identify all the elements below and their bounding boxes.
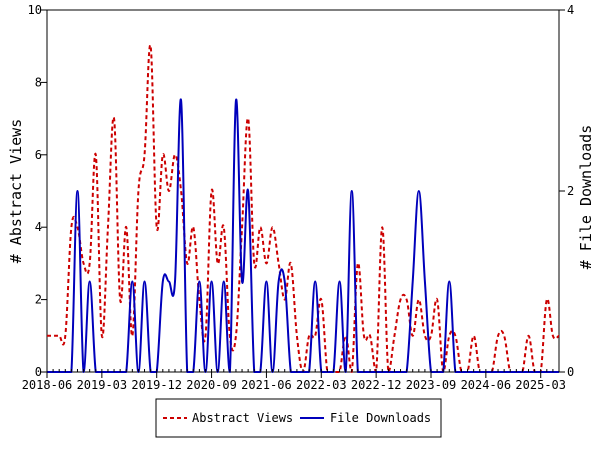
- legend-label-abstract-views: Abstract Views: [192, 411, 293, 425]
- x-tick-label: 2018-06: [22, 378, 73, 392]
- legend-label-file-downloads: File Downloads: [330, 411, 431, 425]
- plot-area: [46, 9, 560, 373]
- legend: Abstract Views File Downloads: [155, 398, 442, 438]
- y-axis-title: # Abstract Views: [7, 119, 25, 264]
- x-tick-label: 2019-12: [131, 378, 182, 392]
- y-tick-label: 2: [35, 293, 42, 307]
- y-tick-label: 0: [35, 365, 42, 379]
- y-tick-label: 8: [35, 75, 42, 89]
- y2-tick-label: 0: [567, 365, 574, 379]
- y2-tick-label: 4: [567, 3, 574, 17]
- x-tick-label: 2021-06: [241, 378, 292, 392]
- legend-box: [155, 398, 442, 438]
- ticks-layer: [41, 9, 565, 378]
- y-tick-label: 4: [35, 220, 42, 234]
- x-tick-label: 2019-03: [77, 378, 128, 392]
- y2-tick-label: 2: [567, 184, 574, 198]
- x-tick-label: 2025-03: [515, 378, 566, 392]
- x-tick-label: 2022-12: [351, 378, 402, 392]
- x-tick-label: 2024-06: [461, 378, 512, 392]
- labels-layer: 2018-06 2019-03 2019-12 2020-09 2021-06 2022-…: [22, 3, 575, 392]
- x-tick-label: 2020-09: [186, 378, 237, 392]
- series-line-abstract-views: [47, 44, 560, 373]
- y-tick-label: 6: [35, 148, 42, 162]
- x-tick-label: 2022-03: [296, 378, 347, 392]
- y-tick-label: 10: [28, 3, 42, 17]
- x-tick-label: 2023-09: [406, 378, 457, 392]
- y2-axis-title: # File Downloads: [577, 125, 595, 270]
